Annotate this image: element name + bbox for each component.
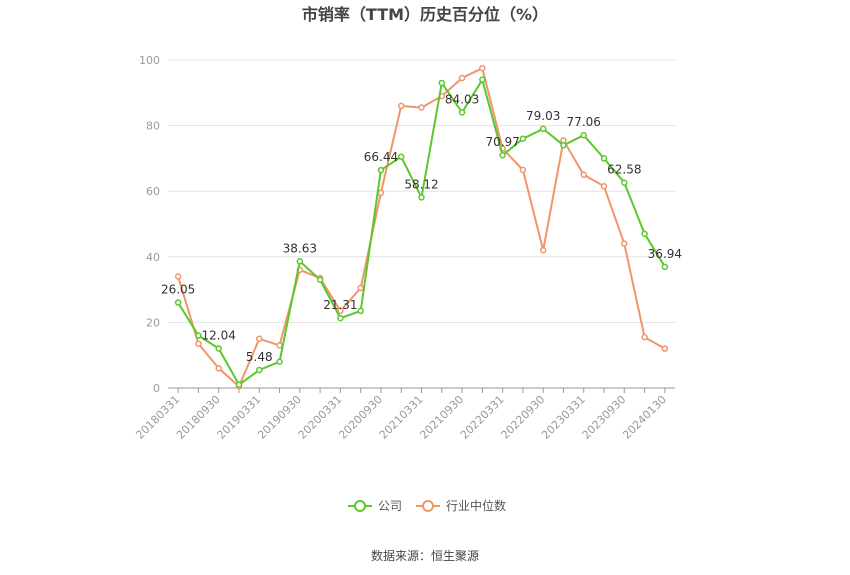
data-point[interactable] — [195, 332, 202, 339]
data-point[interactable] — [174, 273, 182, 280]
data-label: 58.12 — [404, 177, 438, 191]
legend-label: 行业中位数 — [446, 498, 506, 513]
data-point[interactable] — [600, 183, 608, 190]
data-label: 5.48 — [246, 350, 273, 364]
data-point[interactable] — [499, 151, 506, 159]
data-point[interactable] — [519, 166, 527, 174]
data-point[interactable] — [256, 335, 263, 343]
data-label: 77.06 — [567, 115, 601, 129]
data-point[interactable] — [276, 358, 283, 366]
y-tick-label: 0 — [153, 382, 160, 395]
y-tick-label: 40 — [146, 251, 160, 264]
data-label: 12.04 — [202, 329, 236, 343]
data-point[interactable] — [479, 64, 486, 72]
data-label: 79.03 — [526, 109, 560, 123]
data-label: 36.94 — [648, 247, 682, 261]
data-point[interactable] — [276, 342, 283, 349]
data-point[interactable] — [195, 340, 202, 347]
data-point[interactable] — [316, 276, 324, 284]
data-point[interactable] — [418, 194, 425, 201]
data-point[interactable] — [519, 135, 527, 142]
data-labels: 26.05 12.04 5.48 38.63 21.31 66.44 58.12 84.03 7… — [161, 92, 682, 364]
data-label: 21.31 — [323, 298, 357, 312]
data-point[interactable] — [600, 155, 608, 162]
data-label: 62.58 — [607, 163, 641, 177]
legend-item-company[interactable]: 公司 — [348, 499, 402, 513]
data-point[interactable] — [357, 284, 364, 292]
data-point[interactable] — [580, 171, 587, 179]
legend-label: 公司 — [378, 499, 402, 513]
data-point[interactable] — [377, 189, 385, 197]
axes: 0204060801002018033120180930201903312019… — [133, 54, 675, 442]
data-point[interactable] — [479, 76, 486, 83]
data-point[interactable] — [539, 125, 547, 133]
data-point[interactable] — [174, 299, 182, 306]
data-point[interactable] — [661, 345, 669, 352]
data-point[interactable] — [256, 366, 263, 374]
data-label: 84.03 — [445, 92, 479, 106]
y-tick-label: 100 — [139, 54, 160, 67]
data-point[interactable] — [235, 381, 243, 388]
y-tick-label: 80 — [146, 120, 160, 133]
data-point[interactable] — [397, 102, 405, 110]
series-layer — [174, 64, 669, 390]
data-label: 70.97 — [485, 135, 519, 149]
data-point[interactable] — [560, 142, 567, 149]
data-point[interactable] — [377, 166, 385, 174]
data-point[interactable] — [215, 365, 222, 372]
data-point[interactable] — [337, 307, 344, 315]
data-point[interactable] — [215, 345, 222, 352]
chart-title: 市销率（TTM）历史百分位（%） — [302, 5, 548, 24]
data-label: 66.44 — [364, 150, 398, 164]
legend-marker — [422, 500, 434, 512]
data-point[interactable] — [337, 314, 344, 322]
data-point[interactable] — [357, 307, 364, 315]
data-point[interactable] — [621, 240, 628, 247]
data-point[interactable] — [621, 179, 628, 186]
data-point[interactable] — [397, 153, 405, 161]
data-point[interactable] — [641, 230, 648, 238]
x-tick-label: 20240130 — [620, 393, 669, 442]
data-point[interactable] — [458, 74, 466, 82]
data-point[interactable] — [418, 104, 425, 111]
data-label: 38.63 — [283, 241, 317, 255]
legend-item-industry-median[interactable]: 行业中位数 — [416, 498, 506, 513]
legend[interactable]: 公司 行业中位数 — [348, 498, 506, 513]
grid — [168, 59, 675, 323]
legend-marker — [354, 500, 366, 512]
data-point[interactable] — [296, 258, 304, 265]
data-point[interactable] — [458, 109, 466, 116]
data-point[interactable] — [661, 263, 669, 271]
source-note: 数据来源：恒生聚源 — [371, 548, 479, 563]
data-point[interactable] — [539, 246, 547, 254]
data-label: 26.05 — [161, 283, 195, 297]
y-tick-label: 20 — [146, 316, 160, 329]
data-point[interactable] — [438, 79, 446, 87]
y-tick-label: 60 — [146, 185, 160, 198]
data-point[interactable] — [641, 333, 648, 341]
data-point[interactable] — [580, 131, 587, 139]
